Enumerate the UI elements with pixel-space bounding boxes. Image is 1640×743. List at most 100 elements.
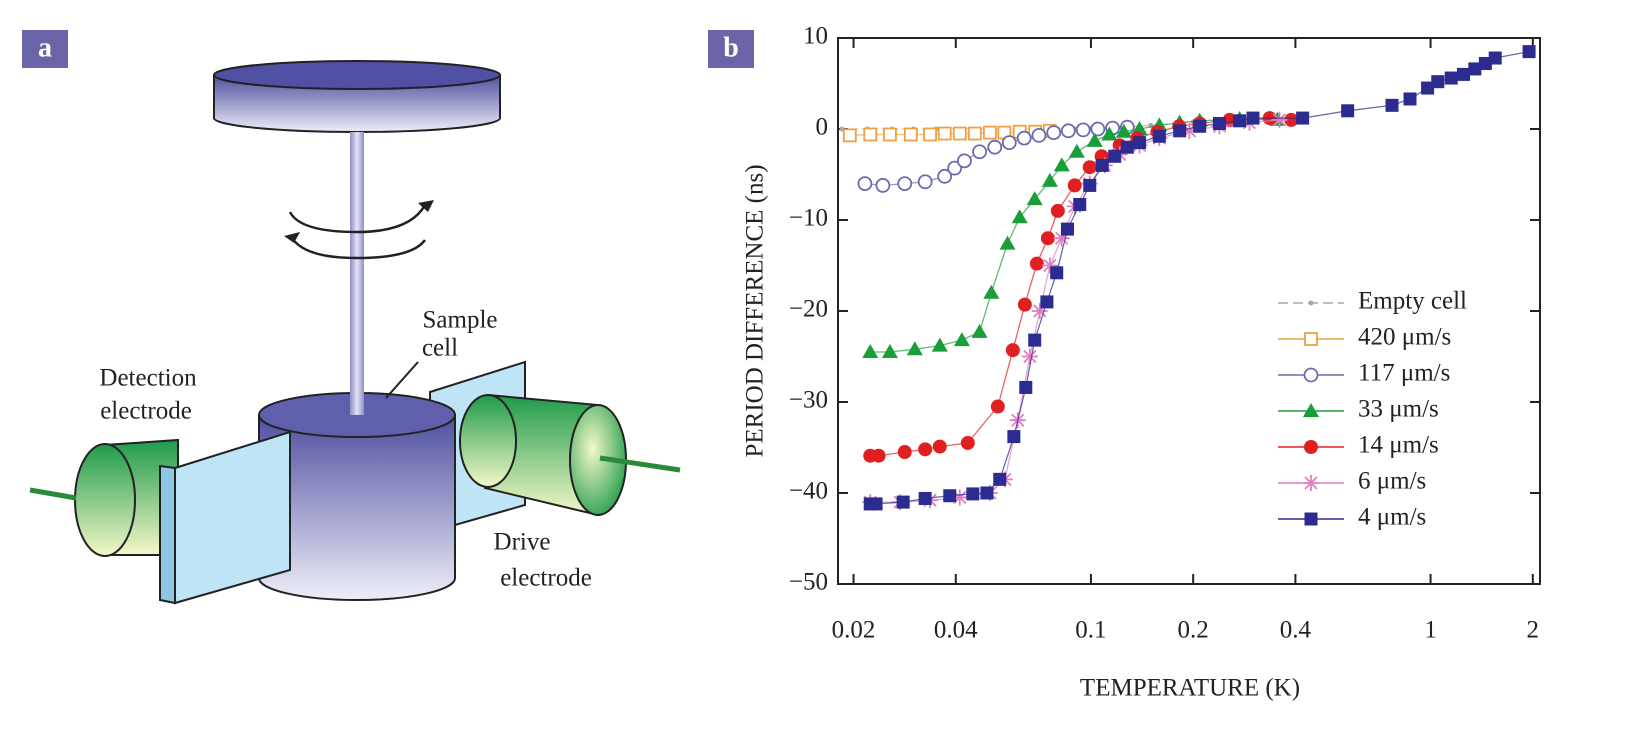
marker — [947, 160, 963, 176]
detection-plate — [174, 430, 291, 605]
marker — [1011, 209, 1028, 224]
y-tick-label: −50 — [789, 569, 828, 596]
legend-label: 33 μm/s — [1358, 396, 1439, 423]
marker — [1421, 81, 1435, 95]
panel-badge — [708, 30, 754, 68]
detection-plate-edge — [159, 464, 176, 605]
marker — [1284, 112, 1299, 127]
marker — [982, 125, 997, 140]
marker — [1031, 303, 1048, 319]
marker — [1444, 71, 1458, 85]
marker — [857, 176, 873, 192]
marker — [1090, 121, 1106, 137]
panel-badge — [22, 30, 68, 68]
y-tick-label: −40 — [789, 478, 828, 505]
legend-label: 117 μm/s — [1358, 360, 1450, 387]
drive-electrode-back — [459, 394, 517, 488]
marker — [918, 442, 933, 457]
marker — [1001, 135, 1017, 151]
rotation-arrow — [290, 237, 427, 260]
marker — [951, 489, 968, 506]
marker — [1060, 123, 1076, 139]
wire — [29, 487, 77, 501]
label: Sample — [423, 307, 498, 334]
marker — [1120, 140, 1134, 154]
label: electrode — [100, 398, 192, 425]
marker — [1050, 203, 1065, 218]
marker — [956, 153, 972, 169]
marker — [1456, 67, 1470, 81]
x-tick-label: 0.04 — [934, 617, 978, 644]
marker — [952, 126, 967, 141]
marker — [1296, 111, 1310, 125]
marker — [953, 332, 970, 347]
x-tick-label: 2 — [1527, 617, 1540, 644]
marker — [993, 472, 1007, 486]
marker — [1050, 266, 1064, 280]
x-tick-label: 0.4 — [1280, 617, 1312, 644]
marker — [987, 139, 1003, 155]
marker — [897, 176, 913, 192]
marker — [862, 343, 879, 358]
marker — [1046, 125, 1062, 141]
arrow-head — [418, 200, 434, 212]
marker — [1028, 333, 1042, 347]
marker — [990, 399, 1005, 414]
label: electrode — [500, 565, 592, 592]
marker — [1007, 430, 1021, 444]
marker — [1029, 256, 1044, 271]
label: Drive — [494, 529, 551, 556]
marker — [1067, 178, 1082, 193]
series-line — [870, 117, 1292, 457]
marker — [863, 127, 878, 142]
marker — [1040, 295, 1054, 309]
torsion-rod — [350, 380, 364, 415]
marker — [1083, 178, 1097, 192]
marker — [983, 284, 1000, 299]
torsion-rod — [350, 132, 364, 414]
x-tick-label: 0.02 — [832, 617, 876, 644]
series-line — [870, 118, 1278, 353]
legend-label: 420 μm/s — [1358, 324, 1451, 351]
panel-label: b — [723, 32, 739, 63]
y-axis-label: PERIOD DIFFERENCE (ns) — [742, 164, 769, 457]
marker — [1016, 130, 1032, 146]
marker — [1193, 119, 1207, 133]
marker — [869, 497, 883, 511]
top-disk — [213, 74, 501, 133]
x-tick-label: 0.2 — [1178, 617, 1209, 644]
marker — [1431, 75, 1445, 89]
marker — [903, 127, 918, 142]
marker — [980, 486, 994, 500]
marker — [1108, 149, 1122, 163]
legend-marker — [1303, 367, 1319, 383]
marker — [960, 435, 975, 450]
marker — [972, 144, 987, 160]
marker — [971, 323, 988, 338]
label: Detection — [99, 365, 197, 392]
marker — [1082, 160, 1097, 175]
marker — [906, 341, 923, 356]
panel-label: a — [38, 32, 52, 63]
marker — [1040, 231, 1055, 246]
sample-cell — [258, 414, 456, 601]
marker — [897, 445, 912, 460]
y-tick-label: −10 — [789, 205, 828, 232]
arrow-head — [284, 232, 300, 243]
marker — [881, 343, 898, 358]
marker — [1041, 172, 1058, 187]
marker — [1152, 129, 1166, 143]
marker — [937, 126, 952, 141]
legend-marker — [1304, 440, 1318, 454]
marker — [931, 337, 948, 352]
marker — [966, 487, 980, 501]
marker — [1212, 117, 1226, 131]
marker — [932, 439, 947, 454]
marker — [842, 128, 857, 143]
y-tick-label: −30 — [789, 387, 828, 414]
chart: b TEMPERATURE (K) PERIOD DIFFERENCE (ns)… — [708, 23, 1541, 702]
marker — [1222, 112, 1237, 127]
x-axis-label: TEMPERATURE (K) — [1080, 675, 1300, 702]
legend-marker — [1303, 403, 1319, 417]
